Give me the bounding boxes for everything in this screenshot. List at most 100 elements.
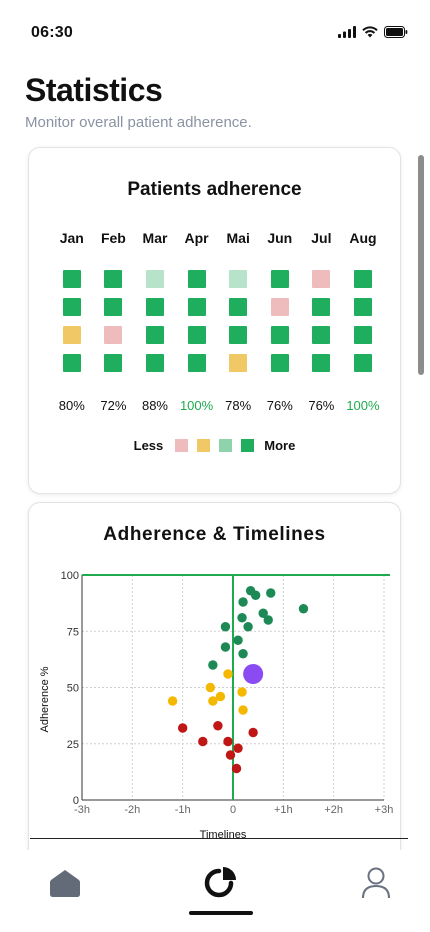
adherence-cell[interactable] (312, 270, 331, 288)
legend-swatch-3 (219, 439, 233, 452)
x-tick-label: +2h (324, 804, 343, 816)
data-point (177, 723, 188, 733)
percentage-label: 100% (346, 398, 380, 413)
adherence-cell[interactable] (353, 270, 372, 288)
data-point (208, 660, 218, 670)
adherence-cell[interactable] (229, 326, 248, 344)
adherence-cell[interactable] (270, 270, 289, 288)
y-tick-label: 75 (67, 626, 79, 638)
percentage-label: 80% (58, 398, 85, 413)
legend-swatch-2 (197, 439, 211, 452)
adherence-cell[interactable] (62, 298, 81, 316)
legend-swatch-4 (241, 439, 255, 452)
y-axis-label: Adherence % (39, 666, 51, 732)
adherence-cell[interactable] (312, 354, 331, 372)
data-point (231, 763, 242, 774)
month-column (93, 270, 135, 372)
percentage-label: 78% (225, 398, 252, 413)
home-icon (50, 870, 80, 897)
data-point (238, 705, 248, 715)
adherence-cell[interactable] (145, 326, 164, 344)
data-point (258, 608, 268, 618)
month-column (342, 270, 384, 372)
adherence-cell[interactable] (104, 354, 123, 372)
adherence-cell[interactable] (353, 326, 372, 344)
adherence-cell[interactable] (187, 298, 206, 316)
adherence-cell[interactable] (187, 326, 206, 344)
adherence-cell[interactable] (312, 326, 331, 344)
month-label: Jun (267, 230, 293, 246)
adherence-cell[interactable] (229, 354, 248, 372)
home-indicator (189, 911, 253, 915)
legend-less-label: Less (133, 438, 164, 453)
adherence-legend: Less More (29, 438, 400, 453)
x-tick-label: 0 (230, 804, 236, 816)
data-point (233, 743, 243, 753)
page-subtitle: Monitor overall patient adherence. (25, 114, 252, 131)
data-point (250, 590, 261, 600)
signal-icon (338, 26, 356, 38)
percentage-labels: 80% 72% 88% 100% 78% 76% 76% 100% (51, 398, 389, 413)
adherence-cell[interactable] (187, 270, 206, 288)
adherence-cell[interactable] (229, 270, 248, 288)
adherence-cell[interactable] (312, 298, 331, 316)
nav-stats-button[interactable] (200, 863, 240, 903)
x-tick-label: -3h (74, 804, 90, 816)
data-point (225, 750, 236, 760)
y-tick-label: 50 (67, 683, 79, 695)
adherence-cell[interactable] (104, 298, 123, 316)
data-point (266, 588, 276, 598)
adherence-cell[interactable] (145, 354, 164, 372)
scrollbar[interactable] (418, 155, 424, 375)
data-point (238, 649, 248, 659)
x-tick-label: -1h (175, 804, 191, 816)
data-point (263, 615, 273, 625)
x-axis-label: Timelines (200, 829, 247, 841)
data-point (223, 669, 233, 679)
adherence-cell[interactable] (62, 326, 81, 344)
adherence-cell[interactable] (145, 298, 164, 316)
data-point (223, 736, 233, 747)
nav-profile-button[interactable] (356, 863, 396, 903)
adherence-cell[interactable] (62, 270, 81, 288)
adherence-cell[interactable] (145, 270, 164, 288)
month-column (51, 270, 93, 372)
percentage-label: 72% (100, 398, 127, 413)
data-point (198, 736, 208, 747)
adherence-cell[interactable] (187, 354, 206, 372)
nav-home-button[interactable] (45, 863, 85, 903)
month-label: Apr (184, 230, 209, 246)
adherence-card: Patients adherence Jan Feb Mar Apr Mai Jun Jul… (28, 147, 401, 494)
month-label: Jul (311, 230, 332, 246)
legend-swatch-1 (175, 439, 189, 452)
adherence-cell[interactable] (229, 298, 248, 316)
adherence-cell[interactable] (104, 270, 123, 288)
wifi-icon (362, 26, 378, 38)
month-column (176, 270, 218, 372)
adherence-cell[interactable] (270, 298, 289, 316)
data-point (233, 635, 243, 645)
status-bar: 06:30 (0, 0, 430, 60)
pie-chart-icon (204, 867, 236, 898)
adherence-cell[interactable] (104, 326, 123, 344)
percentage-label: 100% (179, 398, 214, 413)
data-point (167, 696, 178, 706)
adherence-cell[interactable] (270, 354, 289, 372)
month-column (134, 270, 176, 372)
data-point (237, 613, 247, 623)
adherence-cell[interactable] (353, 298, 372, 316)
scatter-chart: -3h -2h -1h 0 +1h +2h +3h 0 25 50 75 100 Adherence %… (39, 570, 394, 841)
data-point (213, 721, 223, 731)
timeline-card: Adherence & Timelines -3h -2h -1h 0 +1h +2h +3… (28, 502, 401, 863)
adherence-cell[interactable] (270, 326, 289, 344)
legend-more-label: More (264, 438, 296, 453)
data-point (215, 691, 226, 702)
percentage-label: 88% (141, 398, 168, 413)
x-tick-label: +3h (375, 804, 394, 816)
adherence-cell[interactable] (62, 354, 81, 372)
adherence-cell[interactable] (353, 354, 372, 372)
month-label: Aug (349, 230, 377, 246)
data-point (220, 622, 231, 632)
data-point (238, 597, 248, 607)
month-column (217, 270, 259, 372)
